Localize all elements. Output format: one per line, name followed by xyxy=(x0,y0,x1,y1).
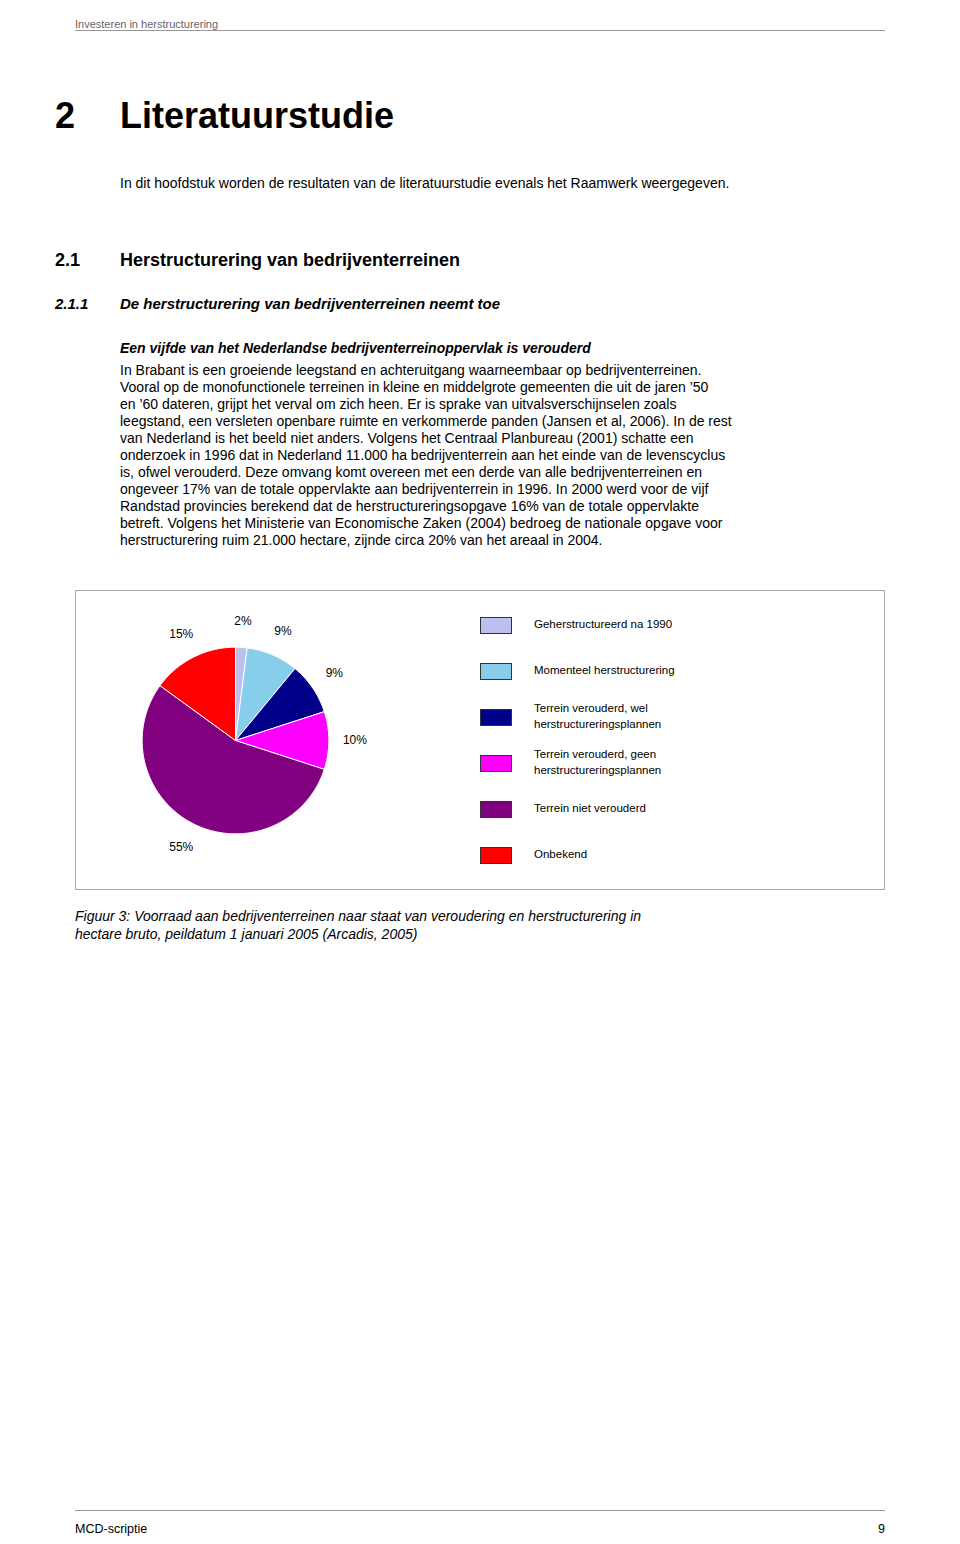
html-text:Terrein verouderd, geen herstr: Terrein verouderd, geen herstructurering… xyxy=(534,748,662,776)
html-text:Terrein niet verouderd: Terrein niet verouderd xyxy=(534,802,646,815)
html-text:en ’60 dateren, grijpt het ver: en ’60 dateren, grijpt het verval om zic… xyxy=(120,396,677,412)
html-text:2.1: 2.1 xyxy=(55,250,80,270)
html-text:is, ofwel verouderd. Deze omva: is, ofwel verouderd. Deze omvang komt ov… xyxy=(120,464,703,480)
html-text:9: 9 xyxy=(878,1522,885,1536)
html-text:2.1.1: 2.1.1 xyxy=(55,295,89,312)
html-text:ongeveer 17% van de totale opp: ongeveer 17% van de totale oppervlakte a… xyxy=(120,481,709,497)
html-text:Figuur 3: Voorraad aan bedrijv: Figuur 3: Voorraad aan bedrijventerreine… xyxy=(75,908,641,924)
html-text:2: 2 xyxy=(55,95,75,136)
html-text:betreft. Volgens het Ministeri: betreft. Volgens het Ministerie van Econ… xyxy=(120,515,723,531)
html-text:Onbekend: Onbekend xyxy=(534,848,588,861)
svg-text:10%: 10% xyxy=(343,733,367,747)
html-text:Investeren in herstructurering: Investeren in herstructurering xyxy=(75,18,219,30)
html-text:Randstad provincies berekend d: Randstad provincies berekend dat de hers… xyxy=(120,498,699,514)
html-text:De herstructurering van bedrij: De herstructurering van bedrijventerrein… xyxy=(120,295,501,312)
html-text:Herstructurering van bedrijven: Herstructurering van bedrijventerreinen xyxy=(120,250,461,270)
html-text:van Nederland is het beeld nie: van Nederland is het beeld niet anders. … xyxy=(120,430,694,446)
html-text:Vooral op de monofunctionele t: Vooral op de monofunctionele terreinen i… xyxy=(120,379,709,395)
html-text:Terrein verouderd, wel herstru: Terrein verouderd, wel herstructurerings… xyxy=(534,702,662,730)
svg-text:9%: 9% xyxy=(274,624,292,638)
html-text:Geherstructureerd na 1990: Geherstructureerd na 1990 xyxy=(534,618,673,631)
svg-text:9%: 9% xyxy=(326,666,344,680)
svg-text:15%: 15% xyxy=(169,627,193,641)
svg-text:55%: 55% xyxy=(169,840,193,854)
html-text:Literatuurstudie: Literatuurstudie xyxy=(120,95,394,136)
svg-text:2%: 2% xyxy=(234,614,252,628)
html-text:leegstand, een versleten openb: leegstand, een versleten openbare ruimte… xyxy=(120,413,732,429)
html-text:MCD-scriptie: MCD-scriptie xyxy=(75,1522,148,1536)
html-text:In dit hoofdstuk worden de res: In dit hoofdstuk worden de resultaten va… xyxy=(120,175,730,191)
html-text:In Brabant is een groeiende le: In Brabant is een groeiende leegstand en… xyxy=(120,362,702,378)
html-text:Een vijfde van het Nederlandse: Een vijfde van het Nederlandse bedrijven… xyxy=(120,340,591,356)
html-text:onderzoek in 1996 dat in Neder: onderzoek in 1996 dat in Nederland 11.00… xyxy=(120,447,726,463)
html-text:Momenteel herstructurering: Momenteel herstructurering xyxy=(534,664,675,677)
html-text:herstructurering ruim 21.000 h: herstructurering ruim 21.000 hectare, zi… xyxy=(120,532,603,548)
html-text:hectare bruto, peildatum 1 jan: hectare bruto, peildatum 1 januari 2005 … xyxy=(75,926,418,942)
